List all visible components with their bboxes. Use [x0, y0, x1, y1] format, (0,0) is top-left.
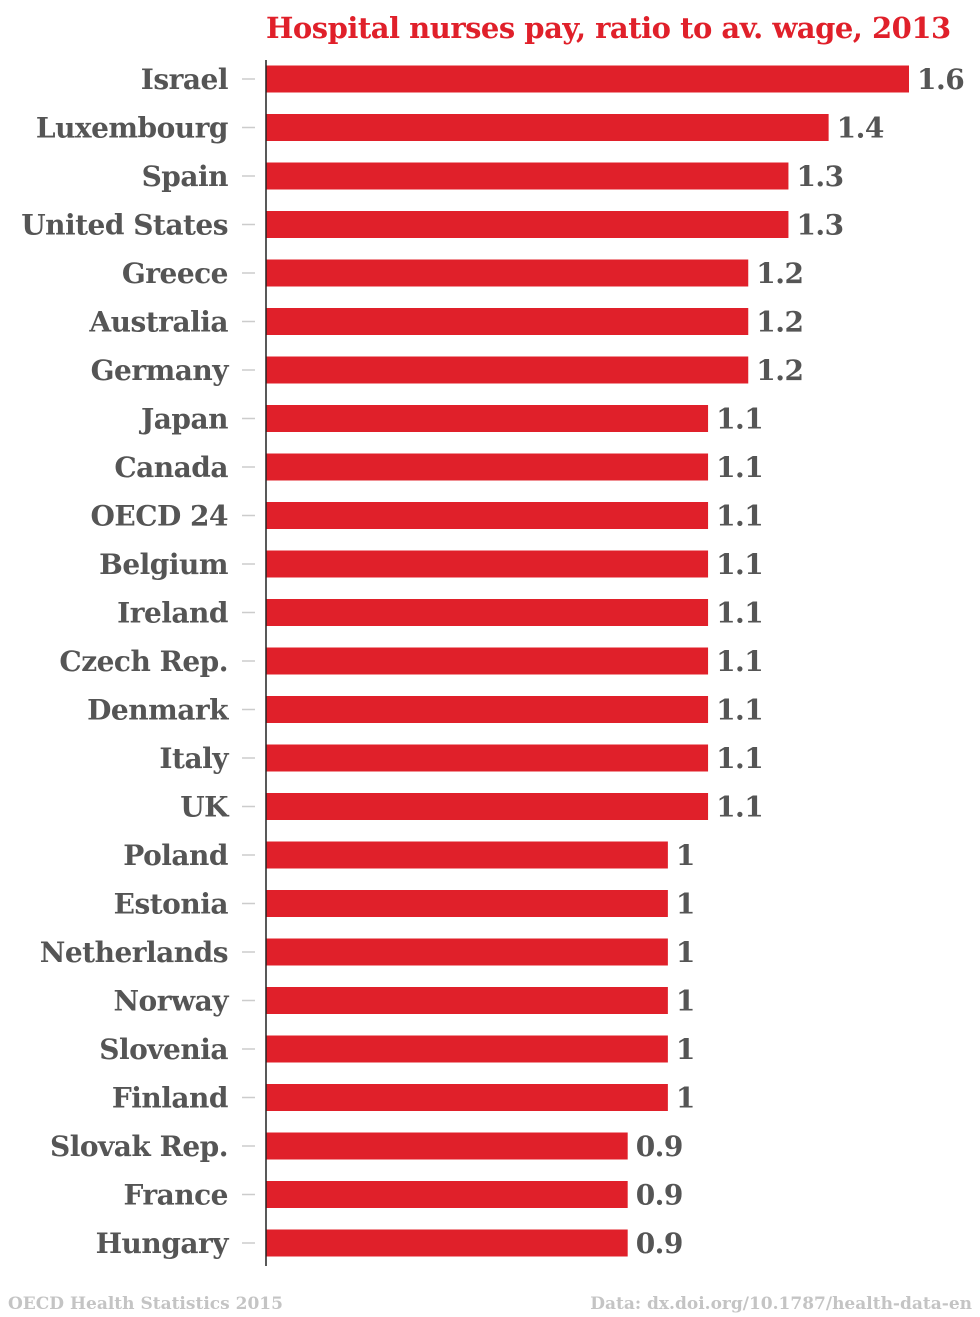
category-label: Australia — [88, 306, 228, 339]
bar-italy — [266, 744, 709, 772]
category-label: Japan — [138, 403, 228, 436]
value-label: 1.2 — [756, 257, 803, 290]
value-label: 1.1 — [716, 694, 763, 727]
bar-finland — [266, 1084, 668, 1111]
bars — [266, 65, 909, 1257]
value-label: 1.1 — [716, 548, 763, 581]
category-label: Denmark — [87, 694, 229, 727]
category-labels: Israel Luxembourg Spain United States Greece… — [21, 63, 230, 1260]
category-label: Hungary — [96, 1227, 230, 1260]
bar-denmark — [266, 696, 709, 723]
value-label: 1 — [676, 839, 695, 872]
bar-spain — [266, 162, 789, 190]
category-label: Israel — [141, 63, 228, 96]
category-label: Ireland — [117, 597, 228, 630]
value-labels: 1.6 1.4 1.3 1.3 1.2 1.2 1.2 1.1 1.1 1.1 1.1 1.1 1.1 1… — [636, 63, 965, 1260]
category-label: Norway — [113, 985, 229, 1018]
bar-belgium — [266, 550, 709, 578]
bar-poland — [266, 841, 668, 869]
value-label: 1 — [676, 888, 695, 921]
chart-title: Hospital nurses pay, ratio to av. wage, … — [266, 11, 951, 45]
bar-japan — [266, 405, 709, 432]
bar-norway — [266, 987, 668, 1014]
value-label: 1.3 — [796, 209, 843, 242]
tick-marks — [242, 78, 255, 1244]
category-label: Slovenia — [99, 1033, 228, 1066]
value-label: 1.1 — [716, 645, 763, 678]
category-label: Czech Rep. — [59, 645, 228, 678]
bar-germany — [266, 356, 749, 384]
category-label: Germany — [91, 354, 230, 387]
category-label: France — [123, 1179, 228, 1212]
value-label: 0.9 — [636, 1179, 683, 1212]
value-label: 1.3 — [796, 160, 843, 193]
bar-france — [266, 1181, 628, 1208]
bar-slovenia — [266, 1035, 668, 1063]
footer-source: OECD Health Statistics 2015 — [8, 1294, 283, 1314]
bar-luxembourg — [266, 114, 829, 141]
bar-hungary — [266, 1229, 628, 1257]
bar-canada — [266, 453, 709, 481]
category-label: Italy — [159, 742, 229, 775]
category-label: UK — [180, 791, 230, 824]
bar-israel — [266, 65, 909, 93]
category-label: Slovak Rep. — [50, 1130, 228, 1163]
value-label: 1.1 — [716, 742, 763, 775]
value-label: 1 — [676, 936, 695, 969]
value-label: 1.2 — [756, 306, 803, 339]
category-label: Luxembourg — [36, 112, 228, 145]
value-label: 1.1 — [716, 451, 763, 484]
category-label: Spain — [142, 160, 229, 193]
bar-uk — [266, 793, 709, 820]
bar-netherlands — [266, 938, 668, 966]
value-label: 0.9 — [636, 1227, 683, 1260]
value-label: 1.2 — [756, 354, 803, 387]
value-label: 1.1 — [716, 791, 763, 824]
bar-united-states — [266, 211, 789, 238]
value-label: 1.6 — [917, 63, 964, 96]
category-label: Canada — [114, 451, 228, 484]
bar-oecd-24 — [266, 502, 709, 529]
value-label: 1.4 — [837, 112, 884, 145]
category-label: Belgium — [99, 548, 228, 581]
bar-slovak-rep — [266, 1132, 628, 1160]
category-label: United States — [21, 209, 228, 242]
bar-greece — [266, 259, 749, 287]
category-label: Netherlands — [40, 936, 228, 969]
bar-czech-rep — [266, 647, 709, 675]
value-label: 1.1 — [716, 403, 763, 436]
category-label: Finland — [112, 1082, 228, 1115]
bar-ireland — [266, 599, 709, 626]
value-label: 0.9 — [636, 1130, 683, 1163]
value-label: 1 — [676, 985, 695, 1018]
bar-estonia — [266, 890, 668, 917]
footer-data-reference: Data: dx.doi.org/10.1787/health-data-en — [590, 1294, 972, 1314]
category-label: Greece — [122, 257, 228, 290]
value-label: 1 — [676, 1082, 695, 1115]
category-label: Poland — [123, 839, 228, 872]
category-label: OECD 24 — [90, 500, 228, 533]
bar-australia — [266, 308, 749, 335]
value-label: 1 — [676, 1033, 695, 1066]
value-label: 1.1 — [716, 500, 763, 533]
value-label: 1.1 — [716, 597, 763, 630]
category-label: Estonia — [114, 888, 229, 921]
